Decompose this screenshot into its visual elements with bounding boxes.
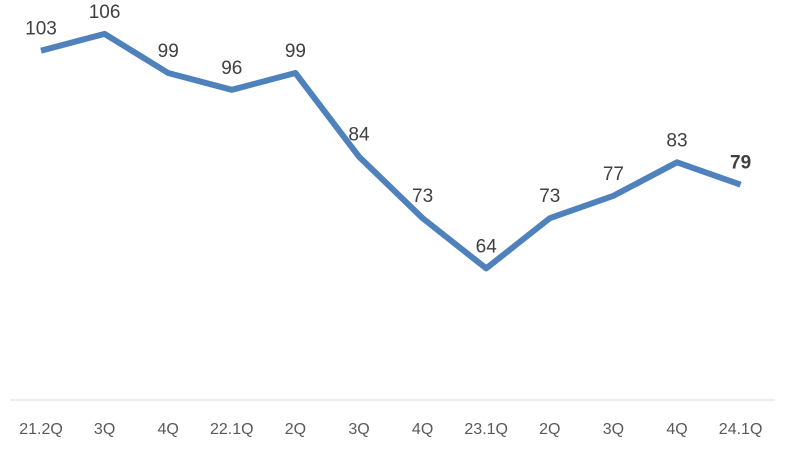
x-tick-label-5: 3Q — [348, 421, 369, 438]
data-label-3: 96 — [221, 58, 242, 79]
data-label-2: 99 — [158, 41, 179, 62]
x-tick-label-8: 2Q — [539, 421, 560, 438]
series-line — [40, 30, 742, 272]
data-label-4: 99 — [285, 41, 306, 62]
x-tick-label-6: 4Q — [412, 421, 433, 438]
x-tick-labels: 21.2Q 3Q 4Q 22.1Q 2Q 3Q 4Q 23.1Q 2Q 3Q 4Q 24.1Q — [19, 421, 762, 438]
data-label-9: 77 — [603, 164, 624, 185]
x-tick-label-9: 3Q — [603, 421, 624, 438]
x-tick-label-11: 24.1Q — [719, 421, 763, 438]
data-label-6: 73 — [412, 186, 433, 207]
x-tick-label-7: 23.1Q — [464, 421, 508, 438]
data-label-0: 103 — [25, 19, 57, 40]
data-label-10: 83 — [666, 130, 687, 151]
x-tick-label-3: 22.1Q — [210, 421, 254, 438]
x-tick-label-10: 4Q — [666, 421, 687, 438]
data-label-11: 79 — [730, 153, 751, 174]
x-tick-label-2: 4Q — [158, 421, 179, 438]
data-labels: 103 106 99 96 99 84 73 64 73 77 83 79 — [25, 2, 751, 257]
data-label-1: 106 — [89, 2, 121, 23]
x-tick-label-4: 2Q — [285, 421, 306, 438]
data-label-8: 73 — [539, 186, 560, 207]
data-label-7: 64 — [476, 236, 498, 257]
data-label-5: 84 — [348, 125, 370, 146]
x-tick-label-1: 3Q — [94, 421, 115, 438]
x-tick-label-0: 21.2Q — [19, 421, 63, 438]
